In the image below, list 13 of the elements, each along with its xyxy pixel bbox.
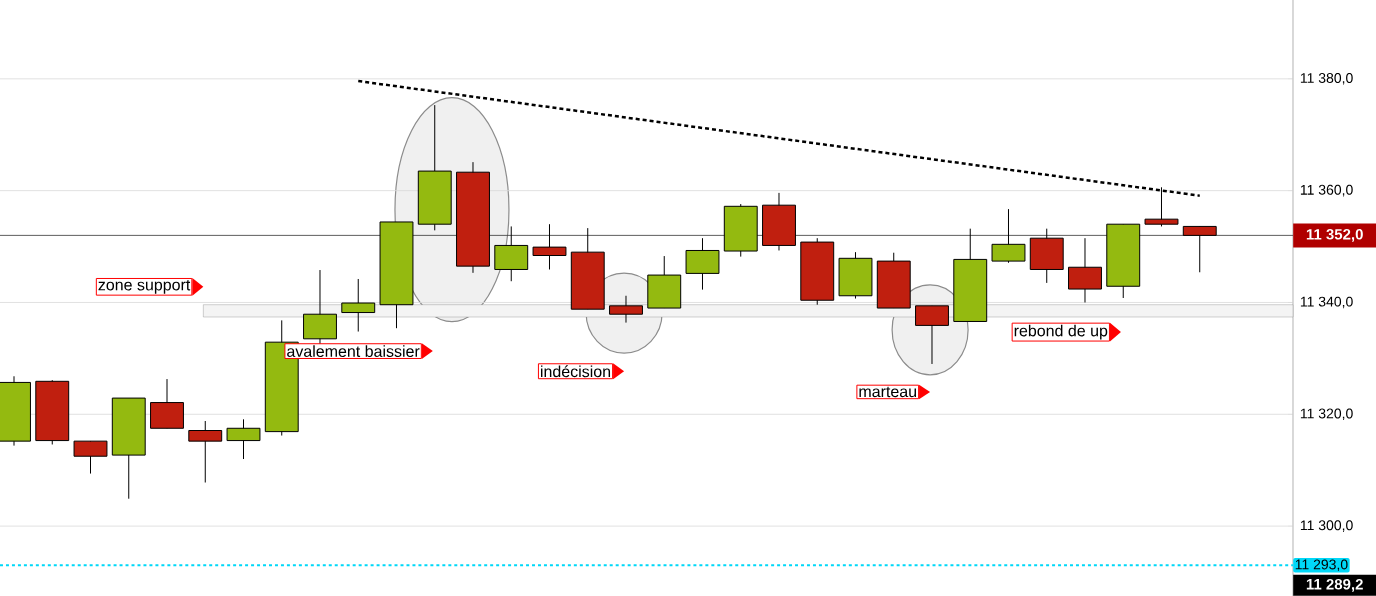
y-tick-label: 11 340,0 (1300, 296, 1353, 309)
annotation: avalement baissier (287, 345, 420, 357)
annotation: marteau (859, 386, 917, 398)
band-label: zone support (98, 279, 191, 294)
ref-line-label: 11 293,0 (1295, 559, 1348, 572)
y-tick-label: 11 380,0 (1300, 73, 1353, 85)
text: 11 289,2 (1306, 578, 1363, 592)
y-tick-label: 11 300,0 (1300, 520, 1353, 532)
y-tick-label: 11 320,0 (1300, 408, 1353, 421)
annotation: rebond de up (1014, 324, 1108, 340)
y-tick-label: 11 360,0 (1300, 184, 1353, 197)
ref-line-label: 11 352,0 (1306, 228, 1363, 242)
annotation: indécision (541, 365, 611, 378)
